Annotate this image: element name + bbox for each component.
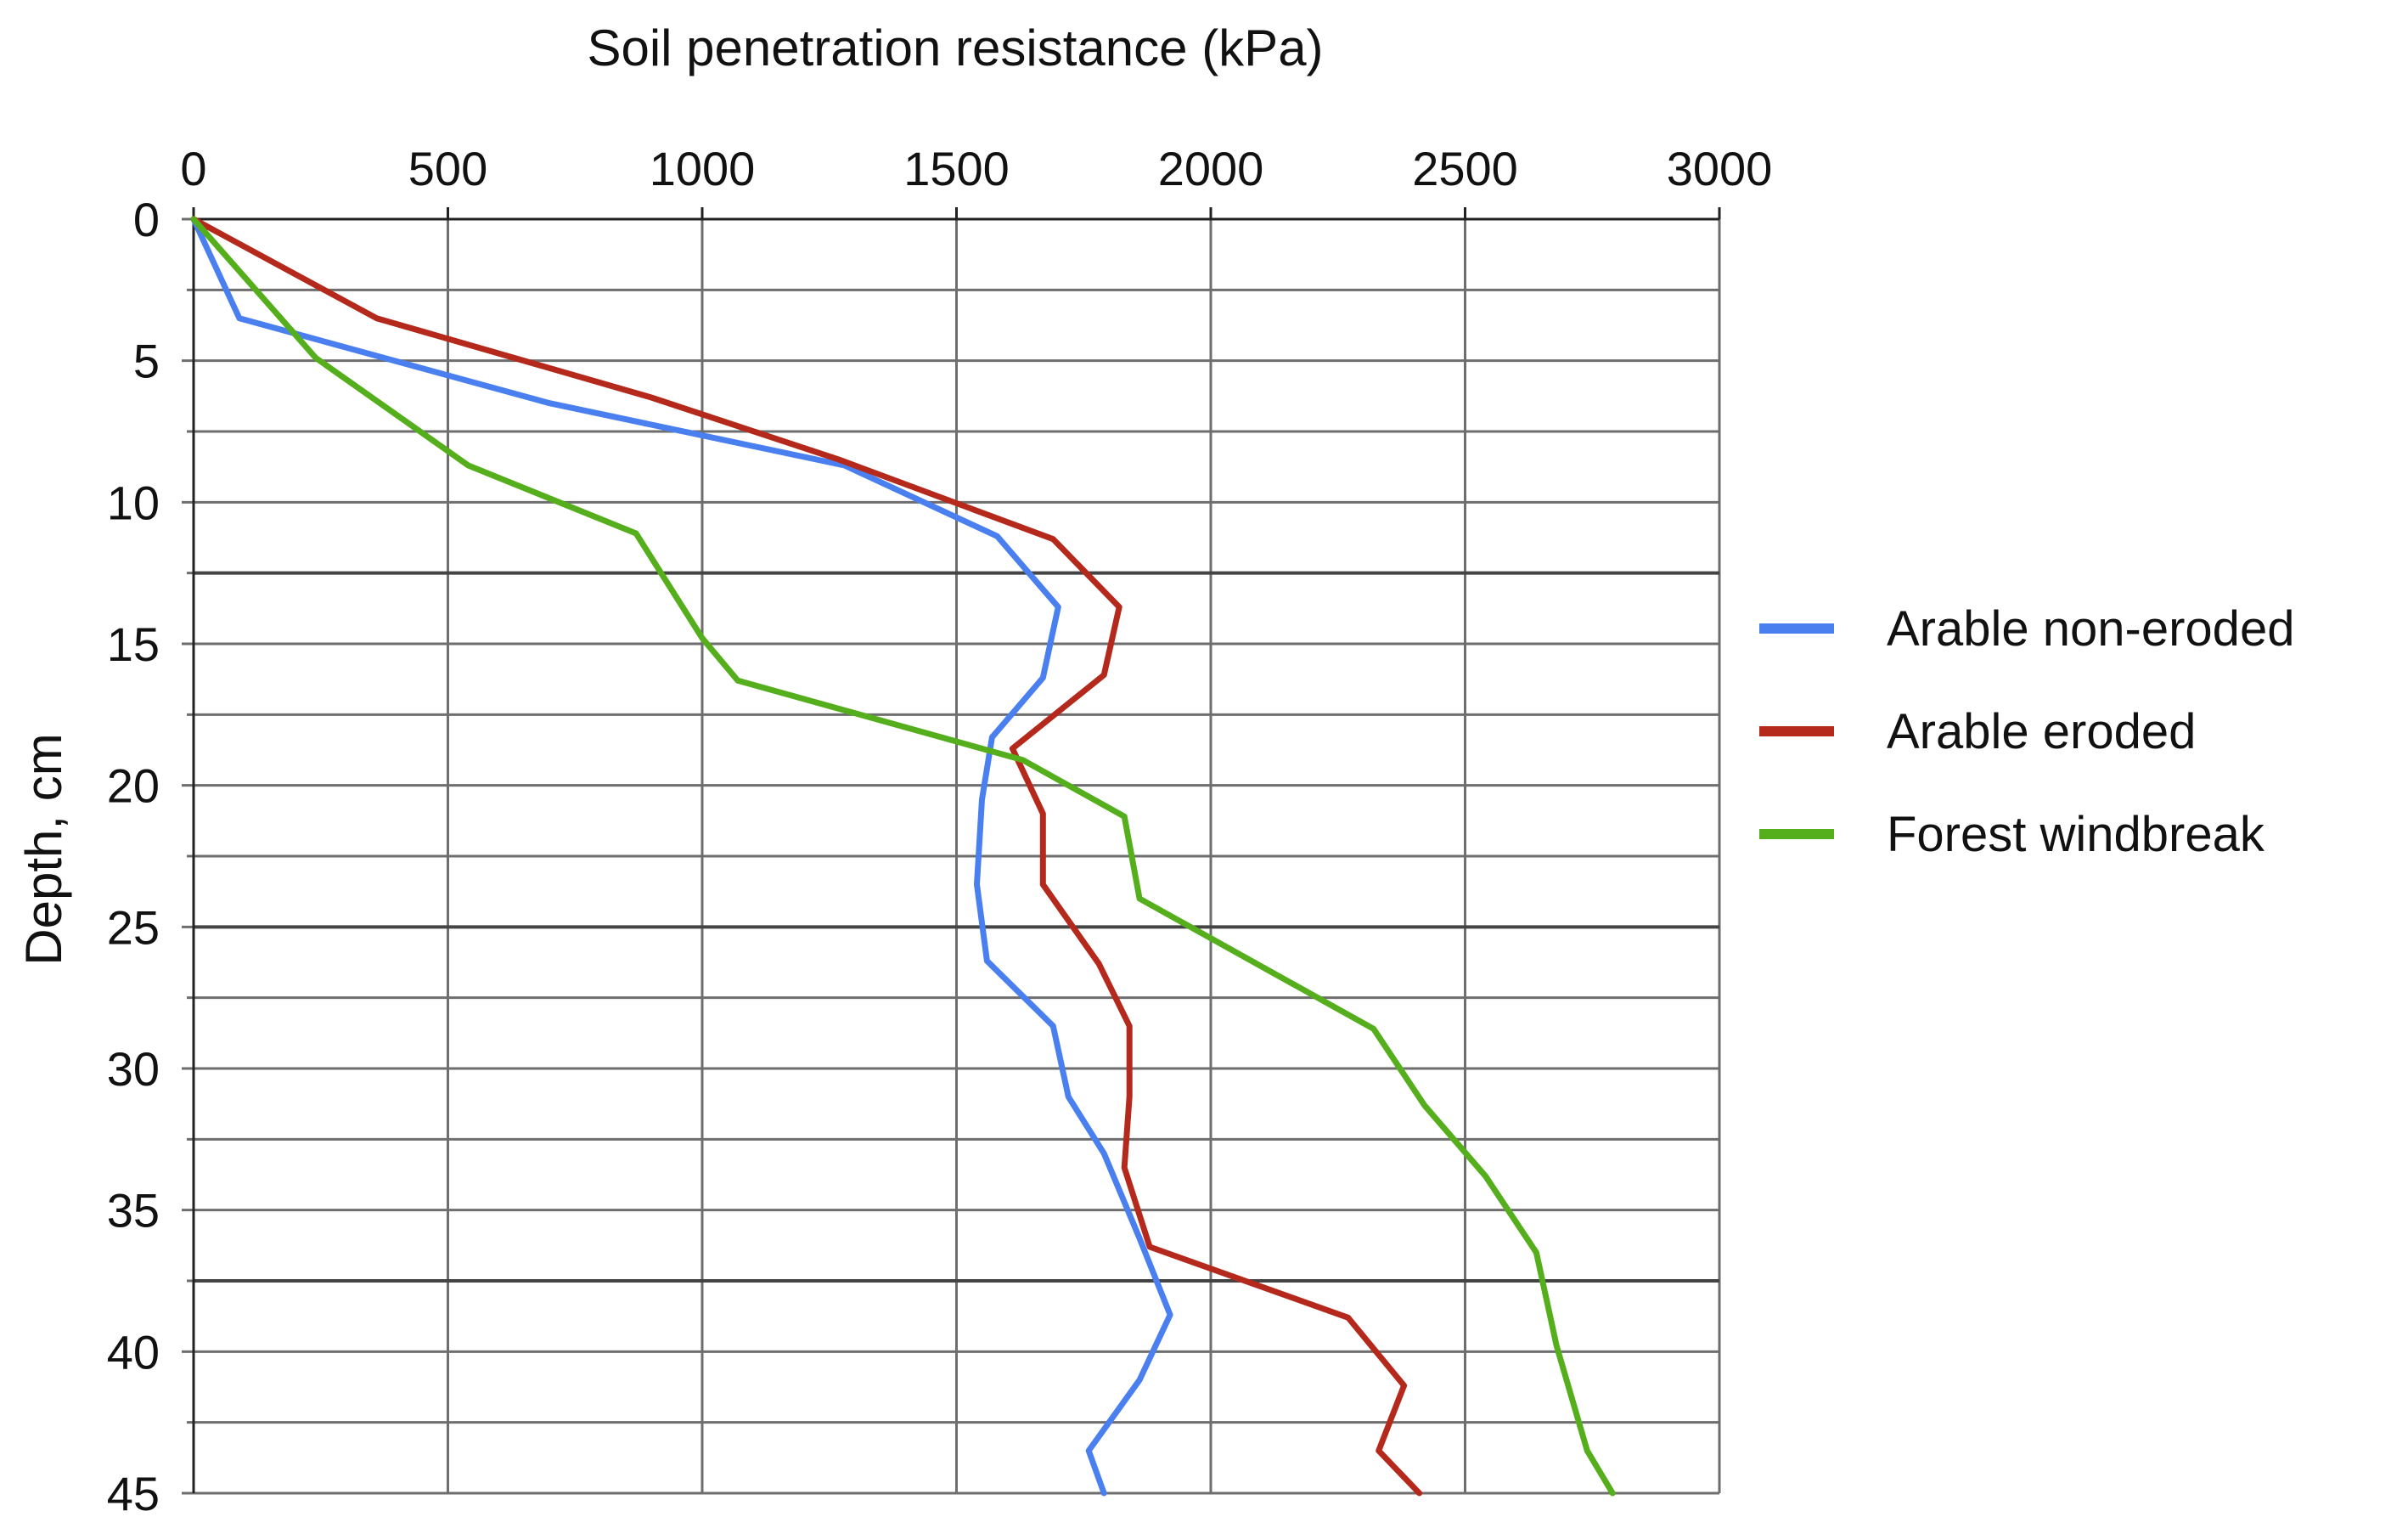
x-tick-label: 500	[408, 142, 487, 195]
y-tick-label: 35	[107, 1184, 160, 1238]
x-tick-label: 1000	[650, 142, 756, 195]
axes: 0 500 1000 1500 2000 2500 3000 0 5 10 15 20 25 30 35 40…	[107, 142, 1773, 1520]
series-line-arable-non-eroded	[190, 216, 1173, 1497]
series-line-forest-windbreak	[190, 216, 1616, 1497]
y-tick-label: 25	[107, 900, 160, 954]
legend: Arable non-eroded Arable eroded Forest win…	[1759, 601, 2294, 862]
y-tick-label: 40	[107, 1325, 160, 1379]
x-axis-title: Soil penetration resistance (kPa)	[587, 20, 1323, 76]
y-tick-label: 5	[133, 335, 160, 388]
x-tick-label: 0	[180, 142, 206, 195]
series-lines	[190, 216, 1616, 1497]
legend-label: Arable eroded	[1887, 704, 2196, 759]
series-line-arable-eroded	[190, 216, 1423, 1497]
legend-label: Arable non-eroded	[1887, 601, 2294, 657]
grid	[182, 217, 1721, 1495]
legend-label: Forest windbreak	[1887, 807, 2265, 862]
y-tick-label: 0	[133, 193, 160, 246]
y-axis-title: Depth, cm	[15, 733, 72, 965]
y-tick-label: 10	[107, 476, 160, 529]
x-tick-label: 2500	[1412, 142, 1518, 195]
x-tick-label: 1500	[903, 142, 1010, 195]
y-tick-label: 15	[107, 617, 160, 671]
y-tick-label: 20	[107, 759, 160, 813]
x-tick-label: 2000	[1158, 142, 1264, 195]
x-tick-label: 3000	[1667, 142, 1773, 195]
y-tick-label: 30	[107, 1042, 160, 1096]
y-tick-label: 45	[107, 1467, 160, 1520]
